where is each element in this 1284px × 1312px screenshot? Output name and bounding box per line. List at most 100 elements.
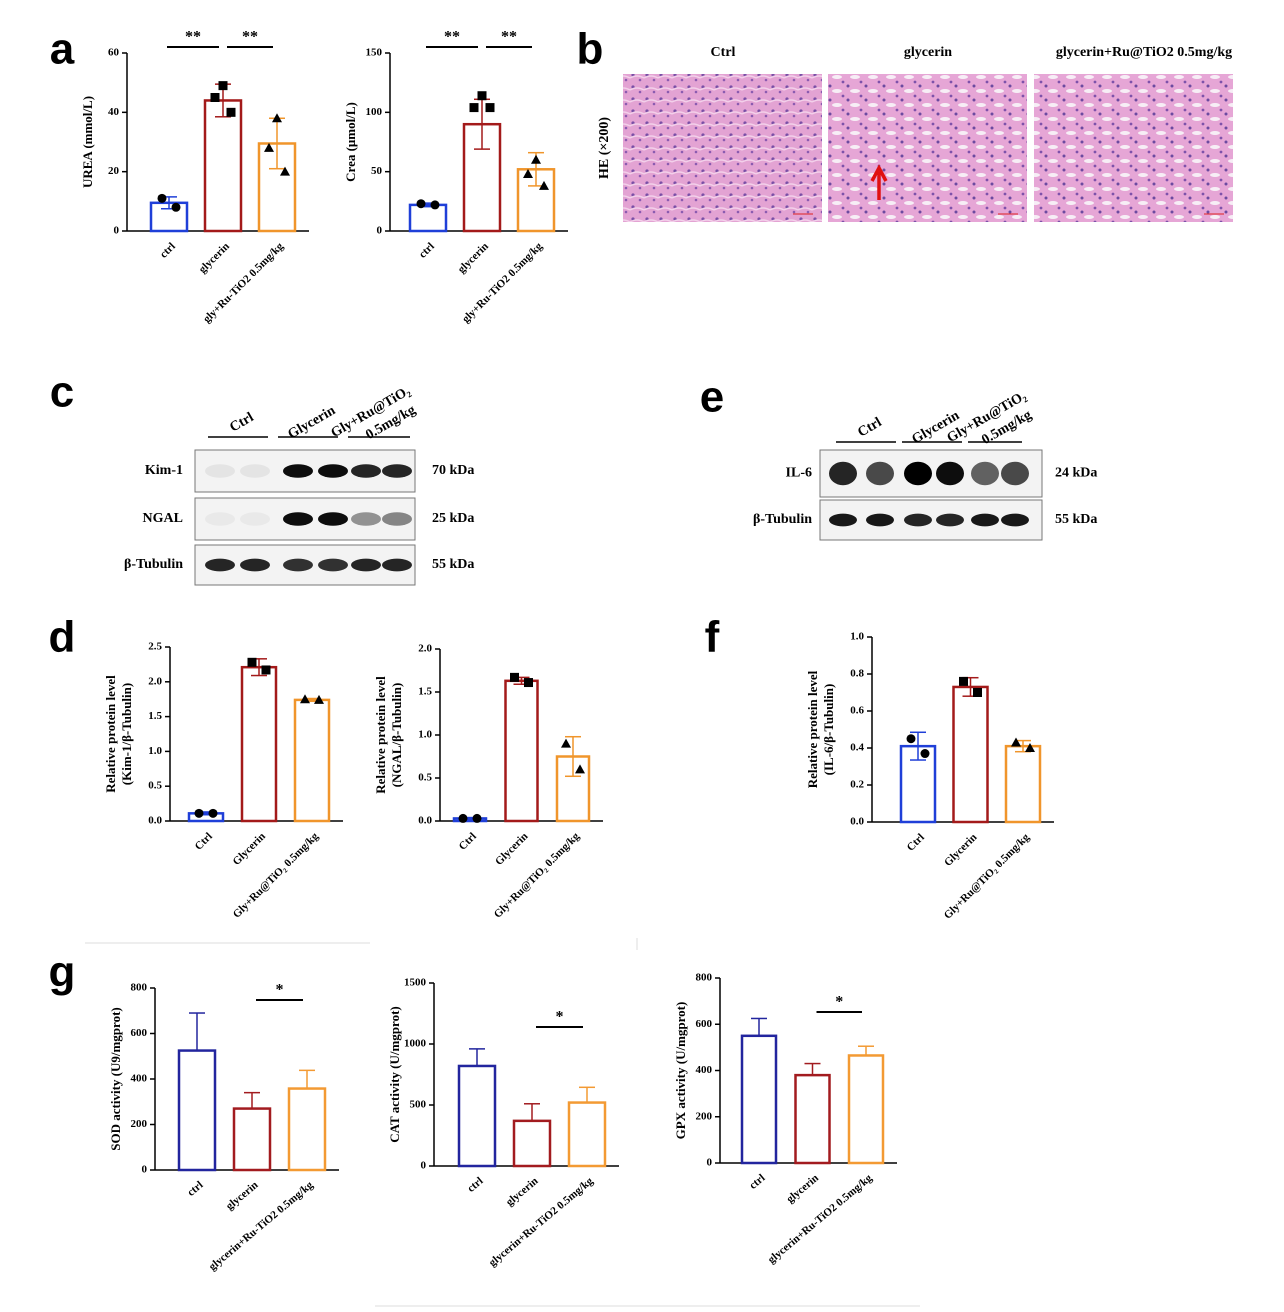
- blot-band: [240, 512, 270, 526]
- y-tick-label: 100: [366, 106, 383, 118]
- band-size: 55 kDa: [432, 557, 474, 572]
- significance-label: *: [276, 982, 284, 999]
- blot-band: [936, 513, 964, 527]
- y-tick-label: 400: [696, 1064, 713, 1076]
- y-tick-label: 600: [696, 1018, 713, 1030]
- panel-label: d: [49, 613, 76, 662]
- y-tick-label: 1.0: [850, 631, 864, 643]
- band-size: 25 kDa: [432, 511, 474, 526]
- y-tick-label: 0.5: [148, 780, 162, 792]
- significance-label: *: [556, 1009, 564, 1026]
- y-tick-label: 0.4: [850, 742, 864, 754]
- stain-label: HE (×200): [597, 117, 612, 179]
- significance-label: **: [185, 29, 201, 46]
- blot-band: [1001, 461, 1029, 486]
- x-tick-label: glycerin: [456, 240, 491, 275]
- data-point: [416, 199, 426, 209]
- data-point: [264, 142, 274, 152]
- band-size: 70 kDa: [432, 463, 474, 478]
- bar: [794, 1073, 831, 1165]
- bar: [512, 1119, 552, 1168]
- x-tick-label: glycerin: [197, 240, 232, 275]
- x-tick-label: ctrl: [465, 1175, 485, 1195]
- y-tick-label: 1.5: [418, 686, 432, 698]
- x-tick-label: glycerin: [224, 1179, 261, 1213]
- y-axis-label: UREA (mmol/L): [80, 96, 95, 188]
- bar: [240, 665, 278, 823]
- data-point: [314, 694, 324, 704]
- histology-group: glycerin+Ru@TiO2 0.5mg/kg: [1056, 45, 1232, 60]
- bar: [847, 1054, 885, 1165]
- x-tick-label: ctrl: [417, 240, 437, 260]
- data-point: [194, 808, 204, 818]
- panel-label: e: [700, 373, 724, 422]
- data-point: [272, 113, 282, 123]
- data-point: [226, 107, 236, 117]
- y-tick-label: 2.5: [148, 641, 162, 653]
- significance-label: **: [242, 29, 258, 46]
- y-axis-label: SOD activity (U9/mgprot): [108, 1007, 123, 1150]
- data-point: [959, 676, 968, 686]
- protein-label: IL-6: [786, 466, 812, 481]
- lane-label: Ctrl: [227, 410, 256, 435]
- bar: [232, 1107, 272, 1172]
- y-tick-label: 0.0: [850, 816, 864, 828]
- blot-band: [318, 464, 348, 478]
- protein-label: NGAL: [143, 511, 183, 526]
- x-tick-label: ctrl: [185, 1179, 205, 1199]
- y-axis-label: Relative protein level: [373, 676, 388, 794]
- y-tick-label: 150: [366, 47, 383, 59]
- data-point: [524, 678, 533, 688]
- y-tick-label: 0.5: [418, 772, 432, 784]
- y-tick-label: 0.2: [850, 779, 864, 791]
- y-axis-label: Relative protein level: [103, 675, 118, 793]
- x-tick-label: glycerin: [504, 1175, 541, 1209]
- data-point: [469, 103, 479, 113]
- y-tick-label: 200: [696, 1110, 713, 1122]
- band-size: 55 kDa: [1055, 512, 1097, 527]
- protein-label: β-Tubulin: [124, 557, 183, 572]
- bar: [1004, 744, 1042, 824]
- blot-band: [936, 461, 964, 486]
- lane-label: Ctrl: [855, 415, 884, 440]
- y-tick-label: 600: [131, 1027, 148, 1039]
- significance-label: **: [501, 29, 517, 46]
- panel-label: c: [50, 368, 74, 417]
- y-axis-label: CAT activity (U/mgprot): [387, 1006, 402, 1142]
- blot-band: [205, 558, 235, 572]
- y-tick-label: 500: [410, 1099, 427, 1111]
- blot-band: [382, 558, 412, 572]
- panel-label: g: [49, 948, 76, 997]
- blot-band: [205, 464, 235, 478]
- data-point: [472, 813, 482, 823]
- x-tick-label: Gly+Ru@TiO₂ 0.5mg/kg: [942, 831, 1033, 922]
- x-tick-label: Ctrl: [905, 831, 927, 853]
- y-axis-label: (NGAL/β-Tubulin): [389, 683, 404, 788]
- blot-band: [971, 461, 999, 486]
- x-tick-label: Ctrl: [193, 830, 215, 852]
- protein-label: Kim-1: [145, 463, 183, 478]
- y-axis-label: GPX activity (U/mgprot): [673, 1002, 688, 1140]
- significance-label: *: [835, 994, 843, 1011]
- histology-image: [623, 74, 822, 222]
- data-point: [485, 103, 495, 113]
- data-point: [539, 180, 549, 190]
- data-point: [477, 91, 487, 101]
- blot-band: [382, 464, 412, 478]
- y-tick-label: 400: [131, 1073, 148, 1085]
- panel-label: b: [577, 25, 604, 74]
- data-point: [973, 688, 982, 697]
- blot-band: [283, 464, 313, 478]
- y-tick-label: 40: [108, 106, 120, 118]
- y-axis-label: Relative protein level: [805, 670, 820, 788]
- blot-band: [971, 513, 999, 527]
- data-point: [531, 154, 541, 164]
- blot-band: [382, 512, 412, 526]
- y-tick-label: 20: [108, 165, 120, 177]
- data-point: [523, 169, 533, 179]
- x-tick-label: ctrl: [158, 240, 178, 260]
- blot-band: [866, 461, 894, 486]
- blot-band: [318, 558, 348, 572]
- bar: [293, 698, 331, 823]
- x-tick-label: glycerin+Ru-TiO2 0.5mg/kg: [487, 1175, 596, 1269]
